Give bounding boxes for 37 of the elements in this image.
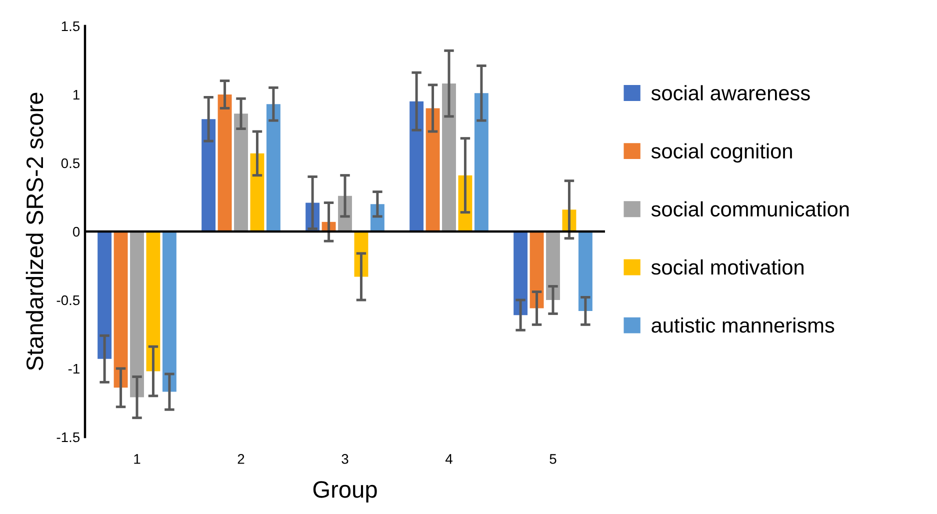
bar <box>578 232 592 311</box>
bar <box>474 93 488 232</box>
x-tick-label: 5 <box>550 454 556 464</box>
bar <box>442 84 456 232</box>
y-tick-label: -0.5 <box>56 295 80 306</box>
legend-label: social cognition <box>651 143 792 163</box>
bar <box>130 232 144 398</box>
y-tick-label: 1.5 <box>62 21 80 32</box>
x-tick-label: 1 <box>134 454 140 464</box>
x-tick-label: 4 <box>445 454 452 464</box>
legend-label: social awareness <box>651 85 810 100</box>
x-tick-label: 2 <box>238 454 244 464</box>
bar <box>250 153 264 232</box>
y-tick-label: -1.5 <box>56 432 80 442</box>
bar <box>410 101 424 232</box>
bar <box>162 232 176 392</box>
bar <box>202 119 216 232</box>
bar <box>146 232 160 372</box>
y-tick-label: 1 <box>73 90 80 100</box>
bar <box>218 94 232 232</box>
y-tick-label: -1 <box>68 364 80 374</box>
bar <box>530 232 544 308</box>
bar <box>114 232 128 388</box>
x-axis-title: Group <box>313 481 377 503</box>
bar <box>234 114 248 232</box>
legend-label: autistic mannerisms <box>652 317 834 333</box>
bar <box>514 232 528 316</box>
bar <box>546 232 560 300</box>
legend-label: social communication <box>651 201 849 217</box>
y-axis-title: Standardized SRS-2 score <box>26 92 44 370</box>
x-tick-label: 3 <box>342 454 348 464</box>
bar <box>98 232 112 359</box>
legend-label: social motivation <box>651 259 804 275</box>
bar <box>266 104 280 232</box>
bar <box>426 108 440 232</box>
y-tick-label: 0.5 <box>61 158 80 168</box>
y-tick-label: 0 <box>72 226 80 237</box>
